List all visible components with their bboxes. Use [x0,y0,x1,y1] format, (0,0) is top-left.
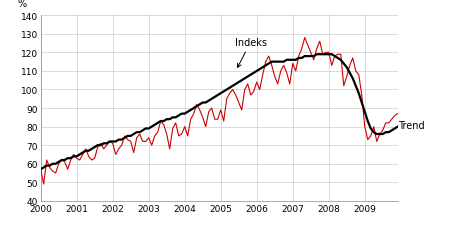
Text: Trend: Trend [397,120,423,130]
Text: Indeks: Indeks [234,38,266,68]
Text: %: % [18,0,27,9]
